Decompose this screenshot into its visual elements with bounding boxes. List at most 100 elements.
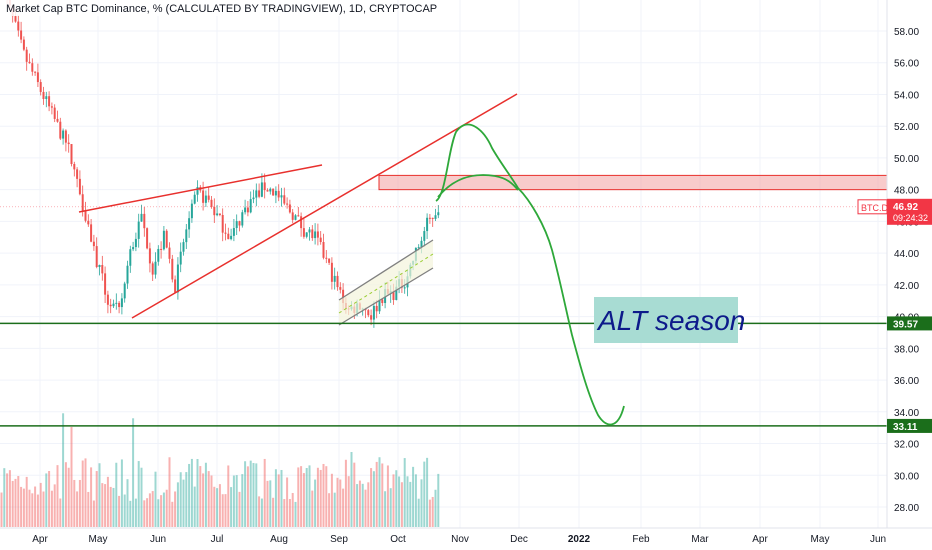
candle-body [252,197,255,200]
candle-body [123,283,126,299]
y-tick-label: 44.00 [894,249,919,260]
volume-bar [104,484,107,527]
symbol-badge-label: BTC.D [861,203,889,213]
candle-body [22,39,25,50]
volume-bar [417,498,420,527]
volume-bar [336,477,339,527]
countdown-value: 09:24:32 [893,213,928,223]
volume-bar [188,463,191,527]
volume-bar [59,498,62,527]
volume-bar [294,501,297,527]
candle-body [31,63,34,72]
volume-bar [328,493,331,527]
volume-bar [34,486,37,527]
candle-body [84,210,87,221]
volume-bar [370,468,373,527]
volume-bar [67,467,70,527]
candle-body [300,216,303,229]
volume-bar [11,480,14,527]
candle-body [39,82,42,92]
volume-bar [171,501,174,527]
volume-bar [398,476,401,527]
y-tick-label: 34.00 [894,408,919,419]
candle-body [339,287,342,290]
candle-body [137,221,140,239]
volume-bar [409,481,412,527]
volume-bar [118,495,121,527]
candle-body [179,251,182,265]
volume-bar [106,476,109,527]
candle-body [176,264,179,293]
volume-bar [157,499,160,527]
candle-body [25,49,28,62]
volume-bar [3,468,6,527]
x-tick-label: Aug [270,534,288,545]
volume-bar [165,489,168,527]
volume-bar [339,479,342,527]
candle-body [109,304,112,307]
channel-mid [338,253,434,314]
candle-body [17,21,20,31]
volume-bar [134,498,137,527]
channel-fill [339,240,433,325]
last-price-badge [887,198,932,225]
volume-bar [115,462,118,527]
candle-body [193,194,196,204]
volume-bar [232,475,235,527]
candle-body [325,257,328,259]
volume-bar [389,488,392,527]
volume-bar [193,486,196,527]
candle-body [428,217,431,219]
candle-body [190,203,193,219]
volume-bar [179,472,182,527]
volume-bar [17,476,20,527]
volume-bar [395,470,398,527]
volume-bar [367,482,370,527]
candle-body [294,215,297,220]
candle-body [272,188,275,196]
candle-body [157,248,160,262]
candle-body [333,275,336,282]
volume-bar [347,476,350,527]
volume-bar [146,498,149,527]
candle-body [118,302,121,308]
x-tick-label: Jun [870,534,886,545]
volume-bar [190,458,193,527]
candle-body [330,262,333,282]
candle-body [316,231,319,238]
x-tick-label: May [89,534,108,545]
volume-bar [333,492,336,527]
volume-bar [126,479,129,527]
y-tick-label: 32.00 [894,440,919,451]
x-tick-label: Jul [211,534,224,545]
candle-body [370,315,373,320]
volume-bar [384,491,387,527]
time-axis[interactable]: Apr May Jun Jul Aug Sep Oct Nov Dec 2022 Feb Mar Apr… [32,534,886,545]
candle-body [319,237,322,243]
candle-body [36,72,39,83]
candle-body [148,248,151,264]
candle-body [423,231,426,241]
x-tick-label: Dec [510,534,528,545]
volume-bar [392,474,395,527]
volume-bar [78,479,81,527]
candle-body [302,228,305,237]
candle-body [263,182,266,191]
candle-body [92,241,95,247]
volume-bar [414,474,417,527]
volume-bar [50,490,53,527]
volume-bar [426,457,429,527]
candle-body [308,229,311,233]
volume-bar [372,471,375,527]
candle-body [151,263,154,275]
volume-bar [129,500,132,527]
candle-body [174,279,177,293]
volume-bar [255,463,258,527]
volume-bar [31,493,34,527]
candle-body [20,30,23,40]
volume-bar [356,484,359,527]
volume-bar [25,476,28,527]
volume-bar [269,480,272,527]
candle-body [277,190,280,198]
